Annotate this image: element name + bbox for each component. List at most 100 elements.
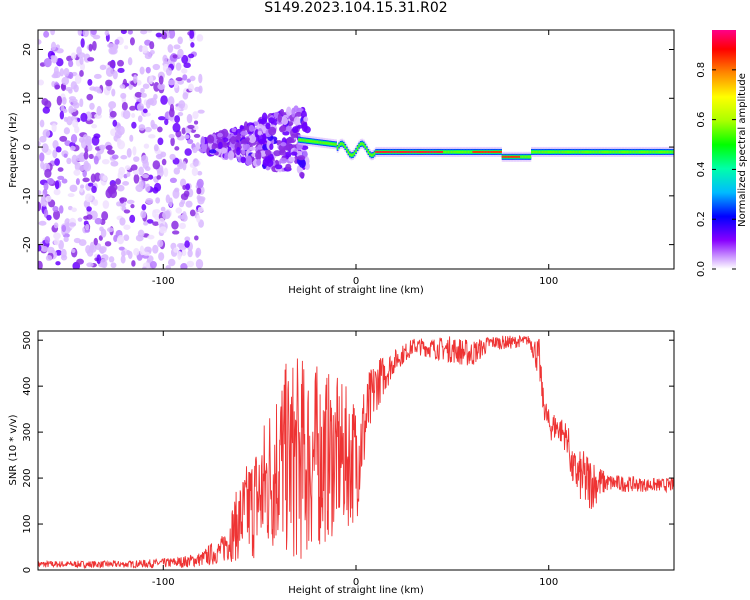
heatmap-band-core [392,150,395,153]
heatmap-cell [123,209,131,214]
heatmap-cell [167,96,175,107]
heatmap-cell [50,55,55,60]
heatmap-cell [63,153,68,158]
heatmap-cell [248,124,255,132]
heatmap-cell [131,113,136,119]
heatmap-cell [129,214,136,224]
heatmap-cell [57,167,64,172]
heatmap-cell [160,151,167,158]
heatmap-cell [142,83,150,89]
heatmap-cell [153,82,160,92]
heatmap-cell [140,210,147,219]
heatmap-cell [167,258,176,267]
heatmap-band-core [305,139,308,142]
heatmap-cell [73,169,81,176]
heatmap-band-core [470,150,473,153]
heatmap-cell [85,193,93,203]
heatmap-band-core [469,150,472,153]
heatmap-band-core [512,155,515,158]
heatmap-cell [195,258,204,269]
heatmap-cell [161,31,168,40]
heatmap-cell [287,142,292,151]
heatmap-cell [119,84,126,89]
heatmap-band-core [415,150,418,153]
heatmap-cell [196,178,204,189]
heatmap-band-core [526,155,529,158]
heatmap-band-core [595,150,598,153]
heatmap-cell [104,241,112,247]
heatmap-band-core [618,150,621,153]
heatmap-cell [169,153,176,161]
heatmap-cell [256,124,265,131]
heatmap-cell [38,190,42,196]
heatmap-cell [110,160,119,167]
heatmap-cell [149,41,155,50]
heatmap-cell [138,166,144,176]
heatmap-cell [107,185,114,194]
heatmap-band-core [387,150,390,153]
heatmap-band-core [583,150,586,153]
heatmap-cell [91,123,98,129]
heatmap-cell [80,38,85,48]
colorbar-label: Normalized spectral amplitude [737,73,748,227]
heatmap-cell [155,197,161,204]
heatmap-cell [200,136,206,146]
heatmap-cell [119,217,126,226]
heatmap-cell [113,234,118,242]
heatmap-cell [186,138,194,145]
heatmap-cell [87,79,93,86]
heatmap-cell [59,135,68,142]
heatmap-cell [177,111,184,117]
heatmap-cell [38,201,42,212]
heatmap-cell [304,162,310,171]
heatmap-band-core [580,150,583,153]
heatmap-cell [42,106,51,114]
heatmap-band-core [578,150,581,153]
y-tick-label: 400 [22,377,33,396]
heatmap-band-core [524,155,527,158]
heatmap-cell [118,166,126,176]
heatmap-cell [87,57,95,62]
heatmap-cell [206,135,215,144]
heatmap-band-core [621,150,624,153]
heatmap-cell [185,183,191,191]
heatmap-cell [93,73,102,80]
heatmap-cell [199,148,205,154]
heatmap-band-core [486,150,489,153]
heatmap-cell [129,105,136,111]
heatmap-cell [158,116,166,121]
heatmap-cell [185,200,193,208]
heatmap-band-core [304,139,307,142]
heatmap-cell [80,112,88,122]
heatmap-band-core [359,143,362,146]
heatmap-cell [126,249,131,256]
heatmap-cell [77,52,86,59]
heatmap-cell [264,149,272,156]
heatmap-band-core [426,150,428,153]
heatmap-cell [197,109,205,114]
heatmap-band-core [475,150,478,153]
heatmap-band-core [456,150,459,153]
heatmap-cell [197,206,204,213]
heatmap-band-core [344,145,347,148]
heatmap-cell [66,116,73,126]
heatmap-band-core [333,143,336,146]
x-tick-label: 0 [353,577,359,588]
heatmap-cell [257,130,263,136]
heatmap-cell [109,110,117,118]
heatmap-cell [152,63,161,71]
heatmap-band-core [581,150,584,153]
heatmap-cell [231,127,237,133]
heatmap-cell [138,124,146,131]
heatmap-band-core [466,150,469,153]
heatmap-cell [180,263,188,269]
heatmap-cell [157,126,163,133]
heatmap-band-core [671,150,674,153]
heatmap-cell [192,111,199,120]
heatmap-cell [63,236,69,243]
heatmap-cell [126,148,132,158]
heatmap-band-core [635,150,638,153]
heatmap-band-core [341,142,344,145]
heatmap-cell [299,171,305,178]
